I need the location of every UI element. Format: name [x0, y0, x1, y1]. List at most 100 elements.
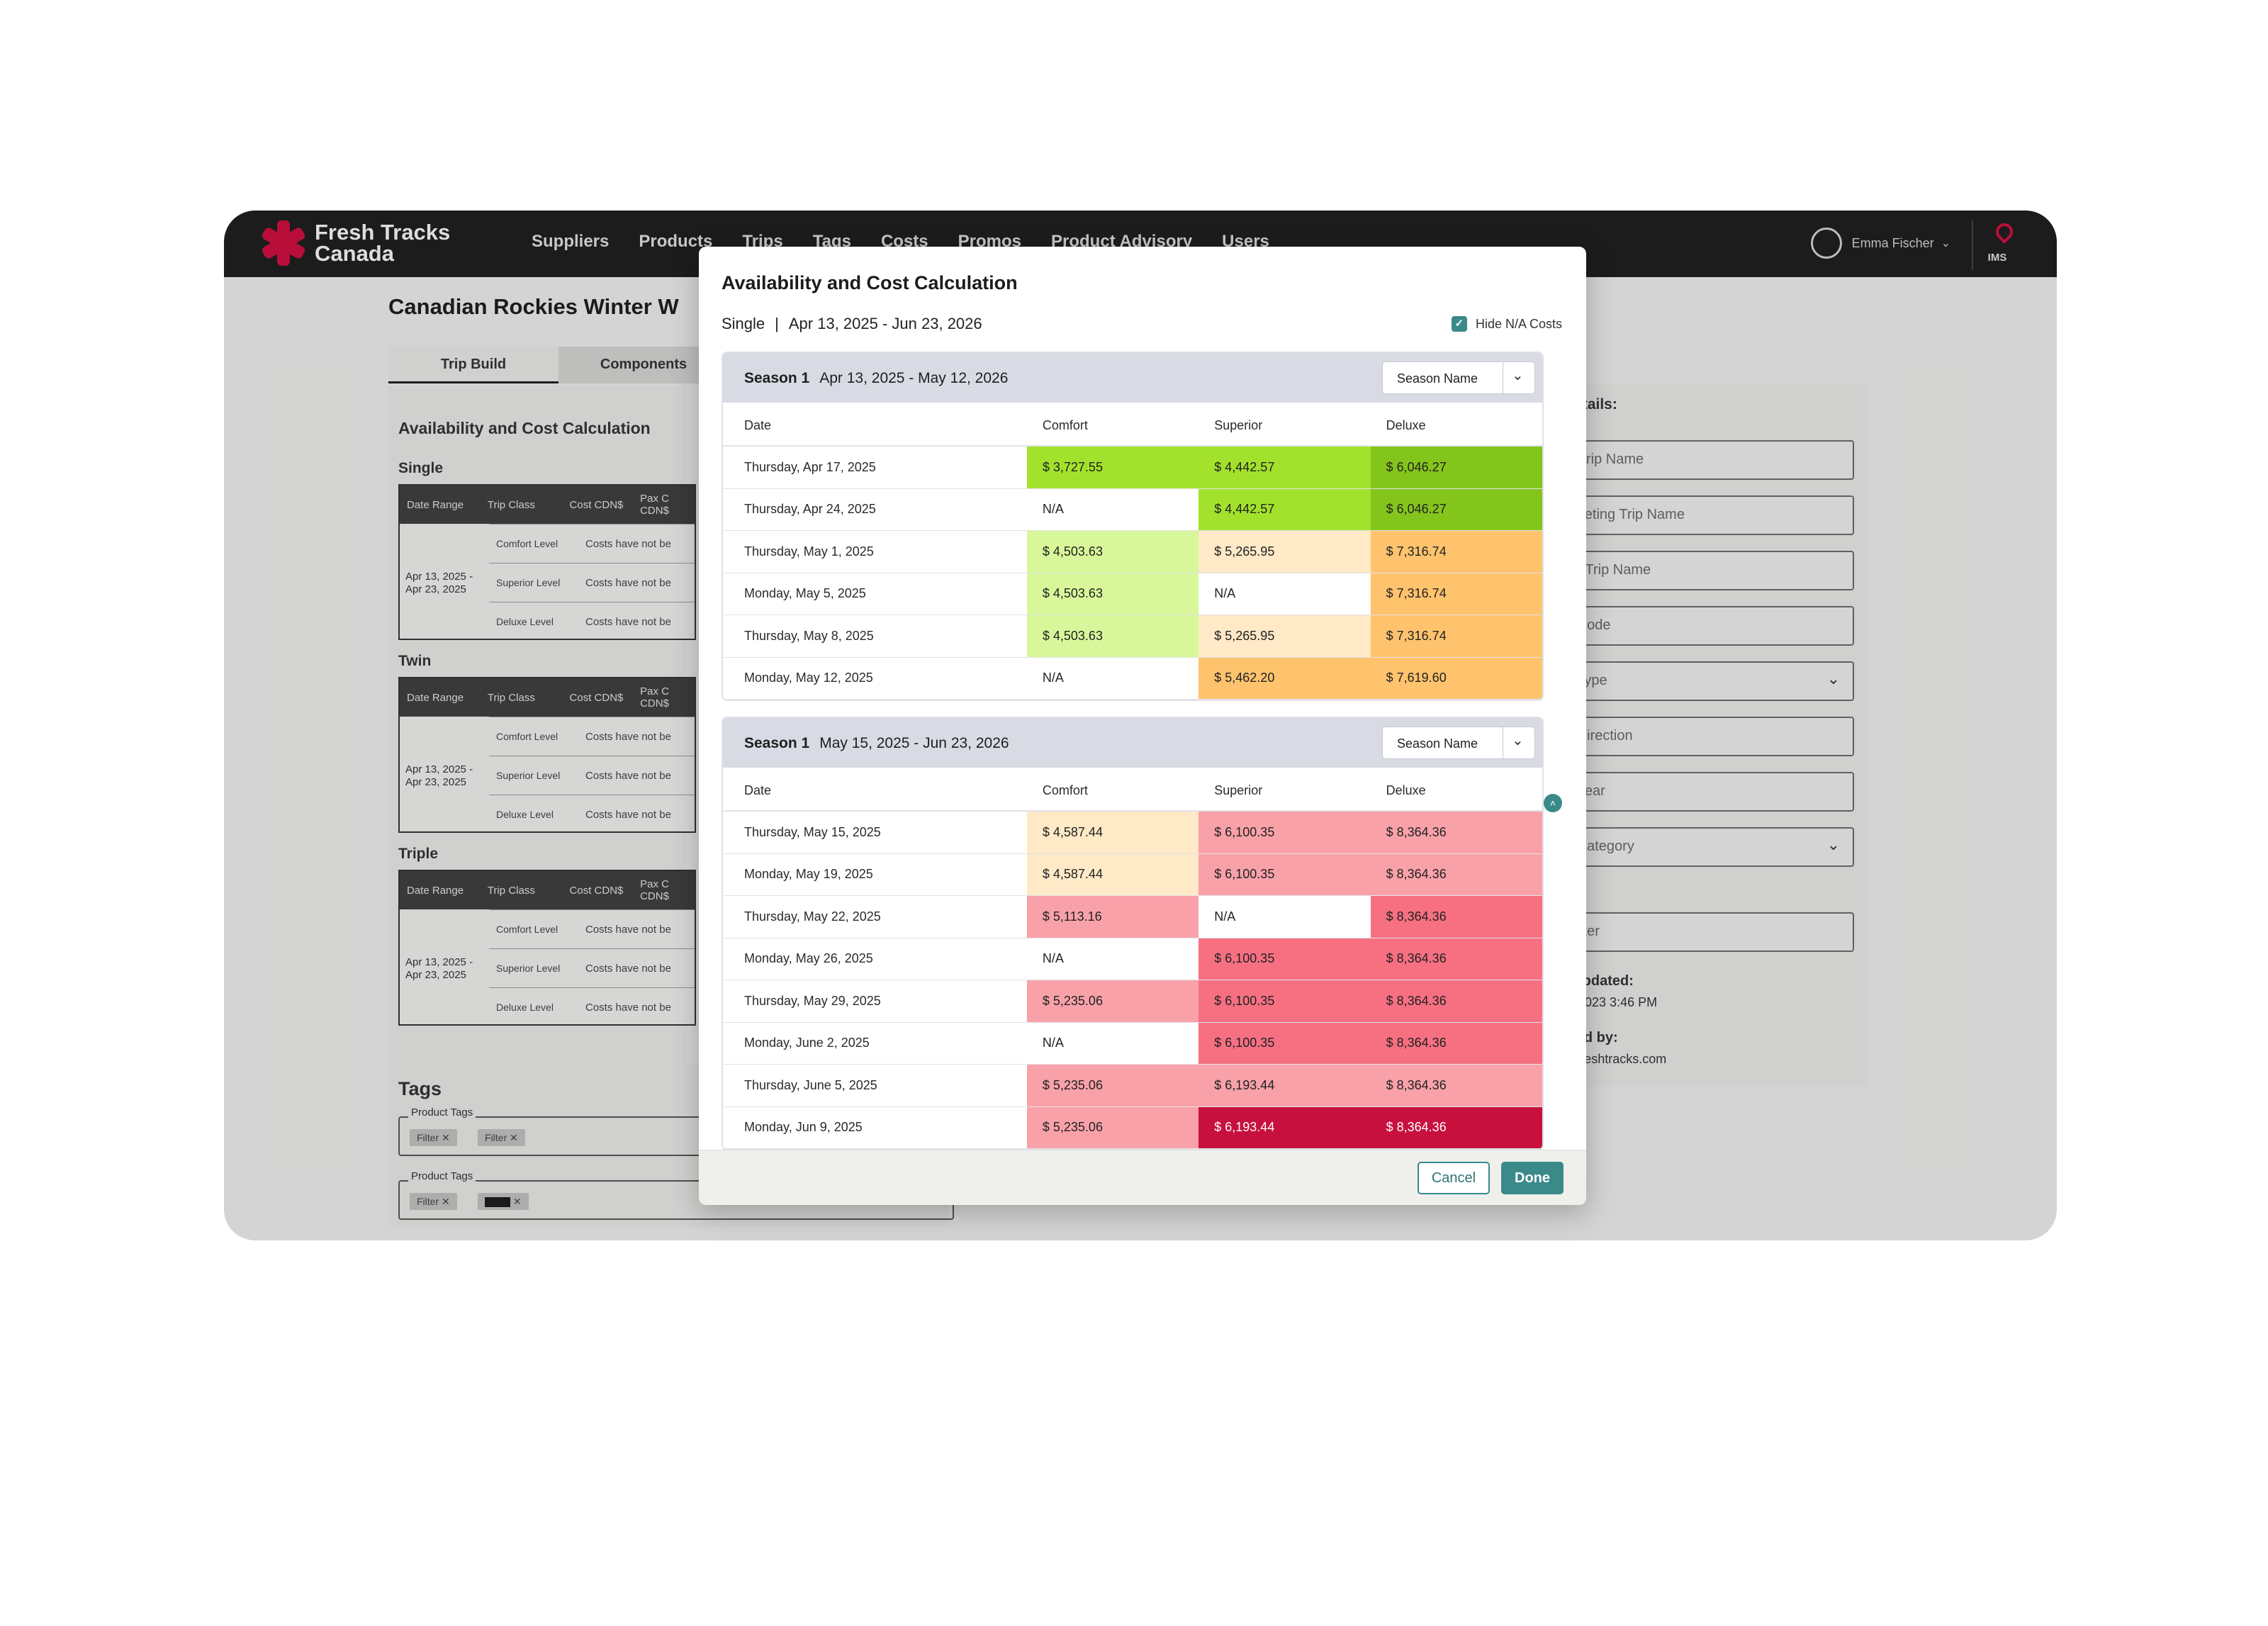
table-row[interactable]: Thursday, June 5, 2025 $ 5,235.06 $ 6,193.…: [723, 1065, 1542, 1107]
table-row[interactable]: Thursday, May 8, 2025 $ 4,503.63 $ 5,265.9…: [723, 615, 1542, 658]
seasons-scroll-area[interactable]: Season 1 Apr 13, 2025 - May 12, 2026 Seaso…: [722, 352, 1544, 1150]
table-row[interactable]: Thursday, May 29, 2025 $ 5,235.06 $ 6,100.…: [723, 980, 1542, 1023]
deluxe-cost-cell[interactable]: $ 8,364.36: [1370, 1106, 1542, 1148]
table-row[interactable]: Thursday, Apr 17, 2025 $ 3,727.55 $ 4,442.…: [723, 447, 1542, 489]
superior-cost-cell[interactable]: $ 6,100.35: [1198, 1022, 1371, 1064]
comfort-cost-cell[interactable]: $ 5,235.06: [1026, 980, 1199, 1022]
superior-cost-cell[interactable]: $ 6,193.44: [1198, 1106, 1371, 1148]
season-select-label: Season Name: [1397, 736, 1478, 751]
trip-direction-field[interactable]: p Direction: [1556, 717, 1854, 756]
ims-button[interactable]: IMS: [1972, 220, 2021, 270]
superior-cost-cell[interactable]: $ 5,265.95: [1198, 531, 1371, 573]
deluxe-cost-cell[interactable]: $ 7,619.60: [1370, 657, 1542, 699]
superior-cost-cell[interactable]: $ 4,442.57: [1198, 488, 1371, 530]
deluxe-cost-cell[interactable]: $ 8,364.36: [1370, 980, 1542, 1022]
cost-cell: Costs have not be: [585, 769, 671, 782]
date-cell: Thursday, June 5, 2025: [744, 1077, 877, 1092]
page-title: Canadian Rockies Winter W: [388, 294, 679, 319]
trip-year-field[interactable]: p Year: [1556, 772, 1854, 812]
product-tags-field[interactable]: Product Tags Filter ✕ Filter ✕: [398, 1106, 954, 1156]
tag-chip[interactable]: Filter ✕: [478, 1129, 525, 1146]
table-row[interactable]: Thursday, Apr 24, 2025 N/A $ 4,442.57 $ 6,0…: [723, 488, 1542, 531]
short-trip-name-field[interactable]: ort Trip Name: [1556, 551, 1854, 590]
comfort-cost-cell[interactable]: $ 5,235.06: [1026, 1065, 1199, 1106]
scroll-up-icon[interactable]: ˄: [1544, 794, 1562, 812]
table-row[interactable]: Monday, May 5, 2025 $ 4,503.63 N/A $ 7,316.…: [723, 573, 1542, 615]
comfort-cost-cell[interactable]: N/A: [1026, 938, 1199, 980]
superior-cost-cell[interactable]: $ 6,100.35: [1198, 853, 1371, 895]
tracker-field[interactable]: acker: [1556, 912, 1854, 952]
comfort-cost-cell[interactable]: $ 4,503.63: [1026, 531, 1199, 573]
comfort-cost-cell[interactable]: $ 5,113.16: [1026, 896, 1199, 938]
comfort-cost-cell[interactable]: N/A: [1026, 488, 1199, 530]
modal-subtitle: Single | Apr 13, 2025 - Jun 23, 2026: [722, 315, 982, 332]
color-tag-chip[interactable]: ✕: [478, 1193, 529, 1210]
logo[interactable]: Fresh Tracks Canada: [260, 220, 451, 266]
comfort-cost-cell[interactable]: N/A: [1026, 1022, 1199, 1064]
superior-cost-cell[interactable]: $ 4,442.57: [1198, 447, 1371, 488]
logo-text-line1: Fresh Tracks: [315, 220, 451, 245]
done-button[interactable]: Done: [1501, 1162, 1564, 1194]
season-header: Season 1 Apr 13, 2025 - May 12, 2026 Seaso…: [723, 353, 1542, 403]
season-name-select[interactable]: Season Name ⌄: [1382, 361, 1535, 394]
comfort-cost-cell[interactable]: $ 4,503.63: [1026, 615, 1199, 657]
trip-type-select[interactable]: p Type⌄: [1556, 661, 1854, 701]
comfort-cost-cell[interactable]: $ 3,727.55: [1026, 447, 1199, 488]
table-row[interactable]: Monday, Jun 9, 2025 $ 5,235.06 $ 6,193.44 $…: [723, 1106, 1542, 1149]
col-comfort: Comfort: [1042, 418, 1088, 432]
superior-cost-cell[interactable]: N/A: [1198, 573, 1371, 615]
superior-cost-cell[interactable]: $ 6,100.35: [1198, 812, 1371, 853]
deluxe-cost-cell[interactable]: $ 8,364.36: [1370, 1065, 1542, 1106]
table-row[interactable]: Monday, May 19, 2025 $ 4,587.44 $ 6,100.35…: [723, 853, 1542, 896]
superior-cost-cell[interactable]: $ 5,462.20: [1198, 657, 1371, 699]
comfort-cost-cell[interactable]: $ 4,587.44: [1026, 812, 1199, 853]
comfort-cost-cell[interactable]: N/A: [1026, 657, 1199, 699]
deluxe-cost-cell[interactable]: $ 8,364.36: [1370, 853, 1542, 895]
tab-trip-build[interactable]: Trip Build: [388, 347, 558, 383]
comfort-cost-cell[interactable]: $ 4,503.63: [1026, 573, 1199, 615]
deluxe-cost-cell[interactable]: $ 7,316.74: [1370, 573, 1542, 615]
season-name: Season 1: [744, 735, 810, 751]
deluxe-cost-cell[interactable]: $ 8,364.36: [1370, 1022, 1542, 1064]
trip-name-field[interactable]: S Trip Name: [1556, 440, 1854, 480]
table-row[interactable]: Thursday, May 15, 2025 $ 4,587.44 $ 6,100.…: [723, 812, 1542, 854]
hide-na-label: Hide N/A Costs: [1475, 316, 1562, 331]
checkbox-checked-icon[interactable]: ✓: [1451, 316, 1467, 332]
table-row[interactable]: Monday, May 26, 2025 N/A $ 6,100.35 $ 8,364…: [723, 938, 1542, 980]
superior-cost-cell[interactable]: $ 5,265.95: [1198, 615, 1371, 657]
user-menu[interactable]: Emma Fischer ⌄: [1810, 228, 1950, 259]
tag-chip[interactable]: Filter ✕: [410, 1129, 457, 1146]
table-row[interactable]: Thursday, May 1, 2025 $ 4,503.63 $ 5,265.9…: [723, 531, 1542, 573]
tag-chip[interactable]: Filter ✕: [410, 1193, 457, 1210]
deluxe-cost-cell[interactable]: $ 7,316.74: [1370, 615, 1542, 657]
date-cell: Monday, May 5, 2025: [744, 586, 866, 601]
cancel-button[interactable]: Cancel: [1418, 1162, 1490, 1194]
cost-cell: Costs have not be: [585, 808, 671, 821]
comfort-cost-cell[interactable]: $ 4,587.44: [1026, 853, 1199, 895]
deluxe-cost-cell[interactable]: $ 7,316.74: [1370, 531, 1542, 573]
comfort-cost-cell[interactable]: $ 5,235.06: [1026, 1106, 1199, 1148]
nav-suppliers[interactable]: Suppliers: [532, 232, 610, 251]
left-heading: Availability and Cost Calculation: [398, 419, 651, 437]
superior-cost-cell[interactable]: $ 6,100.35: [1198, 938, 1371, 980]
superior-cost-cell[interactable]: N/A: [1198, 896, 1371, 938]
table-row[interactable]: Monday, June 2, 2025 N/A $ 6,100.35 $ 8,364…: [723, 1022, 1542, 1065]
season-name-select[interactable]: Season Name ⌄: [1382, 727, 1535, 759]
details-panel: Details: S Trip Name arketing Trip Name …: [1556, 385, 1868, 1087]
deluxe-cost-cell[interactable]: $ 8,364.36: [1370, 812, 1542, 853]
deluxe-cost-cell[interactable]: $ 8,364.36: [1370, 896, 1542, 938]
deluxe-cost-cell[interactable]: $ 8,364.36: [1370, 938, 1542, 980]
date-cell: Monday, May 26, 2025: [744, 951, 873, 966]
hide-na-toggle[interactable]: ✓ Hide N/A Costs: [1451, 316, 1562, 332]
marketing-trip-name-field[interactable]: arketing Trip Name: [1556, 495, 1854, 535]
trip-category-select[interactable]: p Category ⌄: [1556, 827, 1854, 867]
superior-cost-cell[interactable]: $ 6,193.44: [1198, 1065, 1371, 1106]
superior-cost-cell[interactable]: $ 6,100.35: [1198, 980, 1371, 1022]
deluxe-cost-cell[interactable]: $ 6,046.27: [1370, 447, 1542, 488]
nav-products[interactable]: Products: [639, 232, 713, 251]
section-single-label: Single: [398, 460, 444, 476]
table-row[interactable]: Thursday, May 22, 2025 $ 5,113.16 N/A $ 8,3…: [723, 896, 1542, 938]
deluxe-cost-cell[interactable]: $ 6,046.27: [1370, 488, 1542, 530]
table-row[interactable]: Monday, May 12, 2025 N/A $ 5,462.20 $ 7,619…: [723, 657, 1542, 700]
chevron-down-icon: ⌄: [1826, 836, 1840, 853]
